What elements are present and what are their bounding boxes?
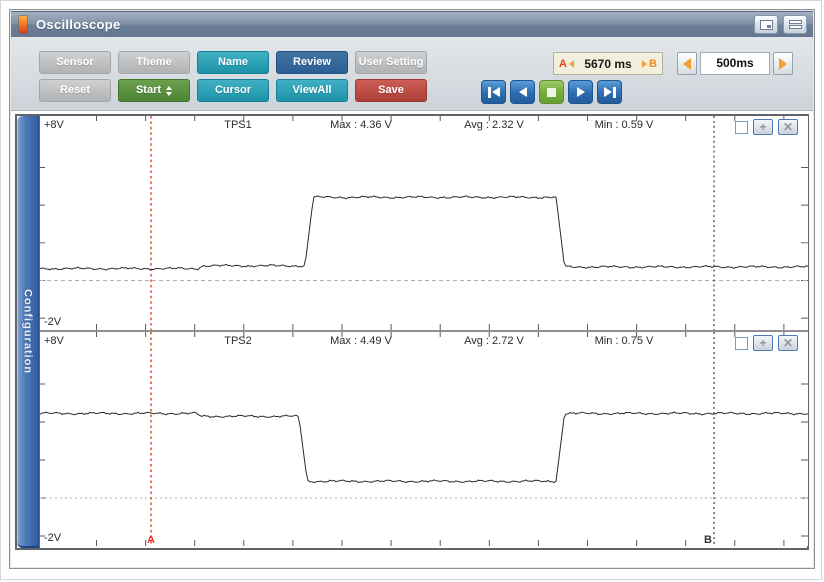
review-button[interactable]: Review [276,51,348,74]
next-icon [603,87,612,97]
cursor-button[interactable]: Cursor [197,79,269,102]
arrow-right-icon [779,57,787,70]
ch2-zoom-button[interactable]: + [753,335,773,351]
save-button[interactable]: Save [355,79,427,102]
cursor-b-label: B [649,57,657,70]
skip-to-start-button[interactable] [481,80,506,104]
theme-button[interactable]: Theme [118,51,190,74]
timebase-value: 500ms [700,52,770,75]
cursor-a-marker[interactable]: A [147,534,155,546]
arrow-right-icon [642,59,648,68]
ch1-close-button[interactable]: ✕ [778,119,798,135]
user-setting-button[interactable]: User Setting [355,51,427,74]
step-back-button[interactable] [510,80,535,104]
restore-window-button[interactable] [754,15,778,34]
ch2-name: TPS2 [224,335,252,347]
tile-icon [788,20,802,29]
viewall-button[interactable]: ViewAll [276,79,348,102]
bar-icon [487,86,491,98]
ch1-min: Min : 0.59 V [594,119,654,131]
ch2-avg: Avg : 2.72 V [464,335,524,347]
toolbar: Sensor Theme Name Review User Setting Re… [11,37,813,111]
tile-windows-button[interactable] [783,15,807,34]
waveform-ch2 [40,332,808,546]
arrow-left-icon [568,59,574,68]
scope-display: Configuration +8V TPS1 Max : 4.36 V Avg … [15,114,809,550]
ch2-visibility-checkbox[interactable] [735,336,748,350]
ch1-zoom-button[interactable]: + [753,119,773,135]
ch2-min: Min : 0.75 V [594,335,654,347]
ch1-name: TPS1 [224,119,252,131]
timebase-decrease-button[interactable] [677,52,697,75]
title-bar: Oscilloscope [11,11,813,37]
stop-icon [547,87,556,97]
configuration-tab[interactable]: Configuration [17,116,39,548]
waveform-ch1 [40,116,808,330]
timebase-increase-button[interactable] [773,52,793,75]
stop-button[interactable] [539,80,564,104]
ch2-max: Max : 4.49 V [330,335,392,347]
ch1-scale-top: +8V [44,119,64,131]
cursor-a-label: A [559,57,567,70]
ch1-scale-bottom: -2V [44,316,62,328]
window-title: Oscilloscope [36,17,121,32]
spinner-icon[interactable] [166,85,173,96]
app-icon [19,16,27,33]
arrow-left-icon [683,57,691,70]
ch2-scale-top: +8V [44,335,64,347]
play-icon [576,87,585,97]
play-button[interactable] [568,80,593,104]
channel-1-panel: +8V TPS1 Max : 4.36 V Avg : 2.32 V Min :… [40,116,808,332]
ab-interval-readout[interactable]: A 5670 ms B [553,52,663,75]
back-icon [518,87,527,97]
ch2-close-button[interactable]: ✕ [778,335,798,351]
channel-panels: +8V TPS1 Max : 4.36 V Avg : 2.32 V Min :… [39,116,808,548]
sensor-button[interactable]: Sensor [39,51,111,74]
playback-controls [481,80,622,104]
cursor-b-marker[interactable]: B [704,534,712,546]
start-button[interactable]: Start [118,79,190,102]
configuration-tab-label: Configuration [21,289,34,375]
reset-button[interactable]: Reset [39,79,111,102]
start-button-label: Start [135,84,162,96]
previous-icon [491,87,500,97]
channel-2-panel: +8V TPS2 Max : 4.49 V Avg : 2.72 V Min :… [40,332,808,546]
ch2-scale-bottom: -2V [44,532,62,544]
ch1-avg: Avg : 2.32 V [464,119,524,131]
name-button[interactable]: Name [197,51,269,74]
ch1-max: Max : 4.36 V [330,119,392,131]
ab-interval-value: 5670 ms [584,56,632,71]
oscilloscope-window: Oscilloscope Sensor Theme Name Review Us… [9,9,815,569]
restore-icon [759,19,773,30]
skip-to-end-button[interactable] [597,80,622,104]
bar-icon [612,86,616,98]
ch1-visibility-checkbox[interactable] [735,120,748,134]
